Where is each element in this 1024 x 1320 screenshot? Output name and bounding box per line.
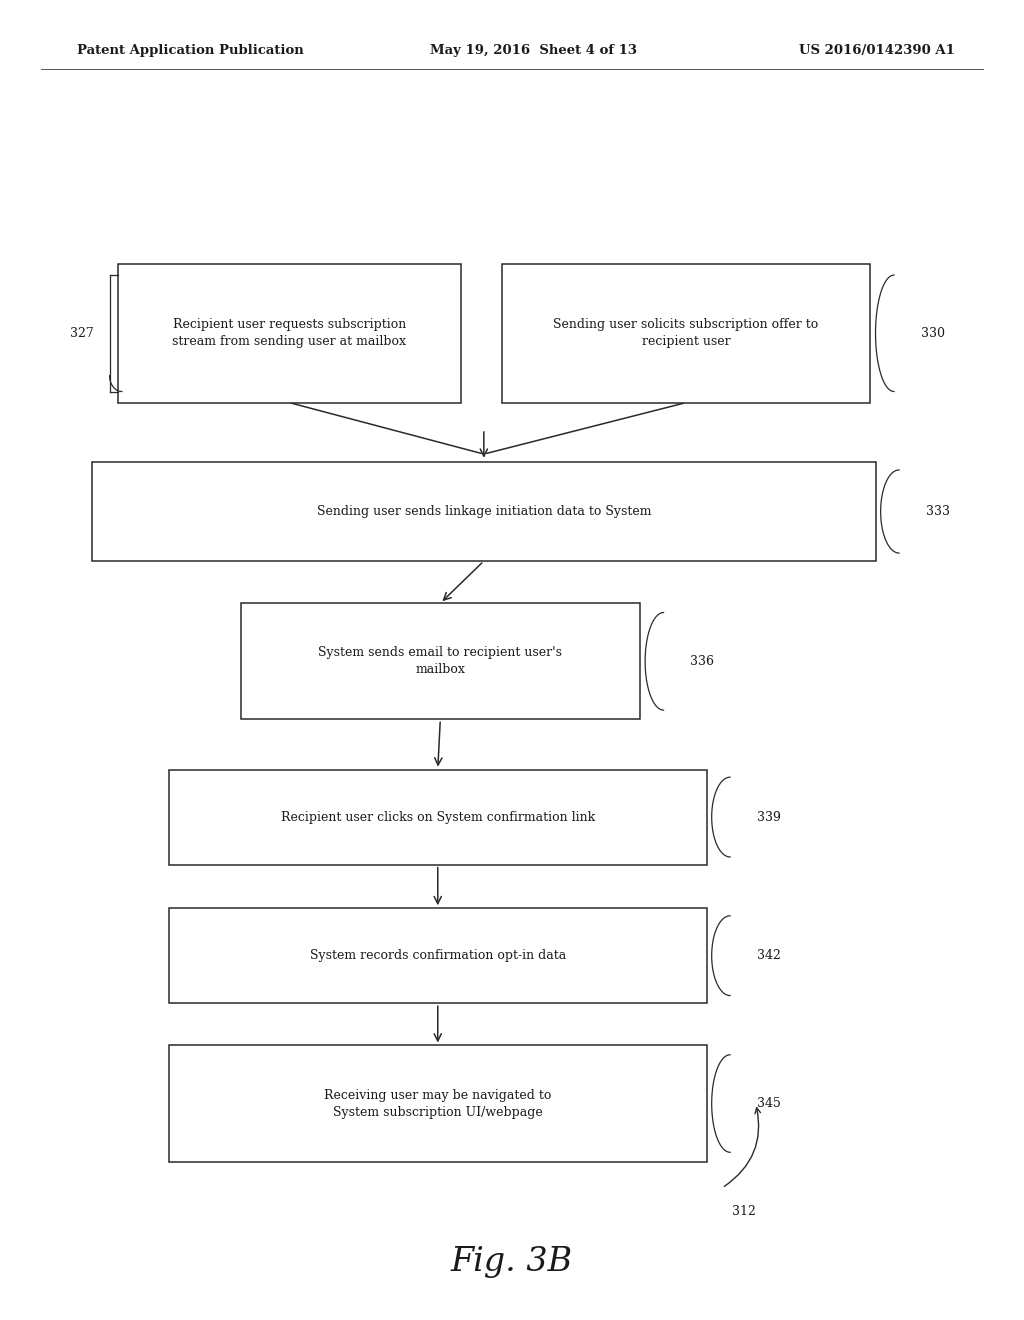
Text: Sending user sends linkage initiation data to System: Sending user sends linkage initiation da… [316, 506, 651, 517]
Bar [169, 908, 707, 1003]
Text: 312: 312 [732, 1205, 756, 1218]
Text: 333: 333 [926, 506, 949, 517]
Text: Fig. 3B: Fig. 3B [451, 1246, 573, 1278]
Text: Receiving user may be navigated to
System subscription UI/webpage: Receiving user may be navigated to Syste… [324, 1089, 552, 1118]
Bar [241, 603, 640, 719]
Bar [169, 1045, 707, 1162]
Bar [502, 264, 870, 403]
Text: Patent Application Publication: Patent Application Publication [77, 44, 303, 57]
Text: System records confirmation opt-in data: System records confirmation opt-in data [309, 949, 566, 962]
Bar [118, 264, 461, 403]
Text: Recipient user clicks on System confirmation link: Recipient user clicks on System confirma… [281, 810, 595, 824]
Text: Sending user solicits subscription offer to
recipient user: Sending user solicits subscription offer… [553, 318, 819, 348]
Text: Recipient user requests subscription
stream from sending user at mailbox: Recipient user requests subscription str… [172, 318, 407, 348]
Text: 342: 342 [757, 949, 780, 962]
Text: System sends email to recipient user's
mailbox: System sends email to recipient user's m… [318, 647, 562, 676]
Text: May 19, 2016  Sheet 4 of 13: May 19, 2016 Sheet 4 of 13 [430, 44, 637, 57]
Text: 339: 339 [757, 810, 780, 824]
Text: 330: 330 [921, 327, 944, 339]
Bar [92, 462, 876, 561]
Bar [169, 770, 707, 865]
Text: US 2016/0142390 A1: US 2016/0142390 A1 [799, 44, 954, 57]
Text: 345: 345 [757, 1097, 780, 1110]
Text: 336: 336 [690, 655, 714, 668]
Text: 327: 327 [71, 327, 94, 339]
